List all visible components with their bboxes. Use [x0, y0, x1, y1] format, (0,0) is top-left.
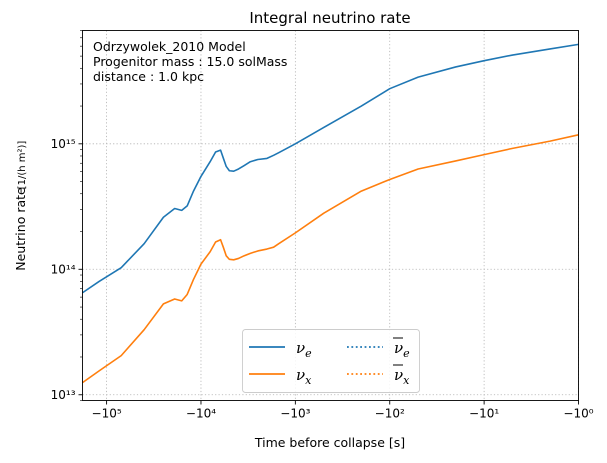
legend-box	[242, 329, 420, 393]
x-tick-label: −10¹	[469, 407, 499, 421]
y-axis-unit: [1/(h m²)]	[17, 141, 28, 190]
annotation-line: Odrzywolek_2010 Model	[93, 39, 246, 54]
model-annotation: Odrzywolek_2010 Model Progenitor mass : …	[93, 39, 287, 84]
x-tick-label: −10²	[375, 407, 405, 421]
annotation-line: distance : 1.0 kpc	[93, 69, 204, 84]
y-axis-label: Neutrino rate	[13, 187, 28, 271]
chart-title: Integral neutrino rate	[249, 9, 410, 27]
x-tick-label: −10³	[280, 407, 310, 421]
y-tick-label: 10¹⁵	[51, 137, 76, 151]
x-tick-label: −10⁴	[186, 407, 216, 421]
x-axis-label: Time before collapse [s]	[254, 435, 405, 450]
y-tick-label: 10¹³	[51, 388, 76, 402]
x-tick-label: −10⁰	[563, 407, 593, 421]
tick-layer: −10⁵ −10⁴ −10³ −10² −10¹ −10⁰ 10¹³ 10¹⁴ 10¹⁵	[51, 30, 594, 421]
plot-frame	[82, 30, 579, 401]
y-axis-label-group: Neutrino rate [1/(h m²)]	[13, 141, 28, 271]
series-layer	[82, 43, 579, 384]
annotation-line: Progenitor mass : 15.0 solMass	[93, 54, 287, 69]
x-tick-label: −10⁵	[92, 407, 122, 421]
series-line	[82, 134, 579, 384]
series-line	[82, 43, 579, 294]
y-tick-label: 10¹⁴	[51, 262, 76, 276]
